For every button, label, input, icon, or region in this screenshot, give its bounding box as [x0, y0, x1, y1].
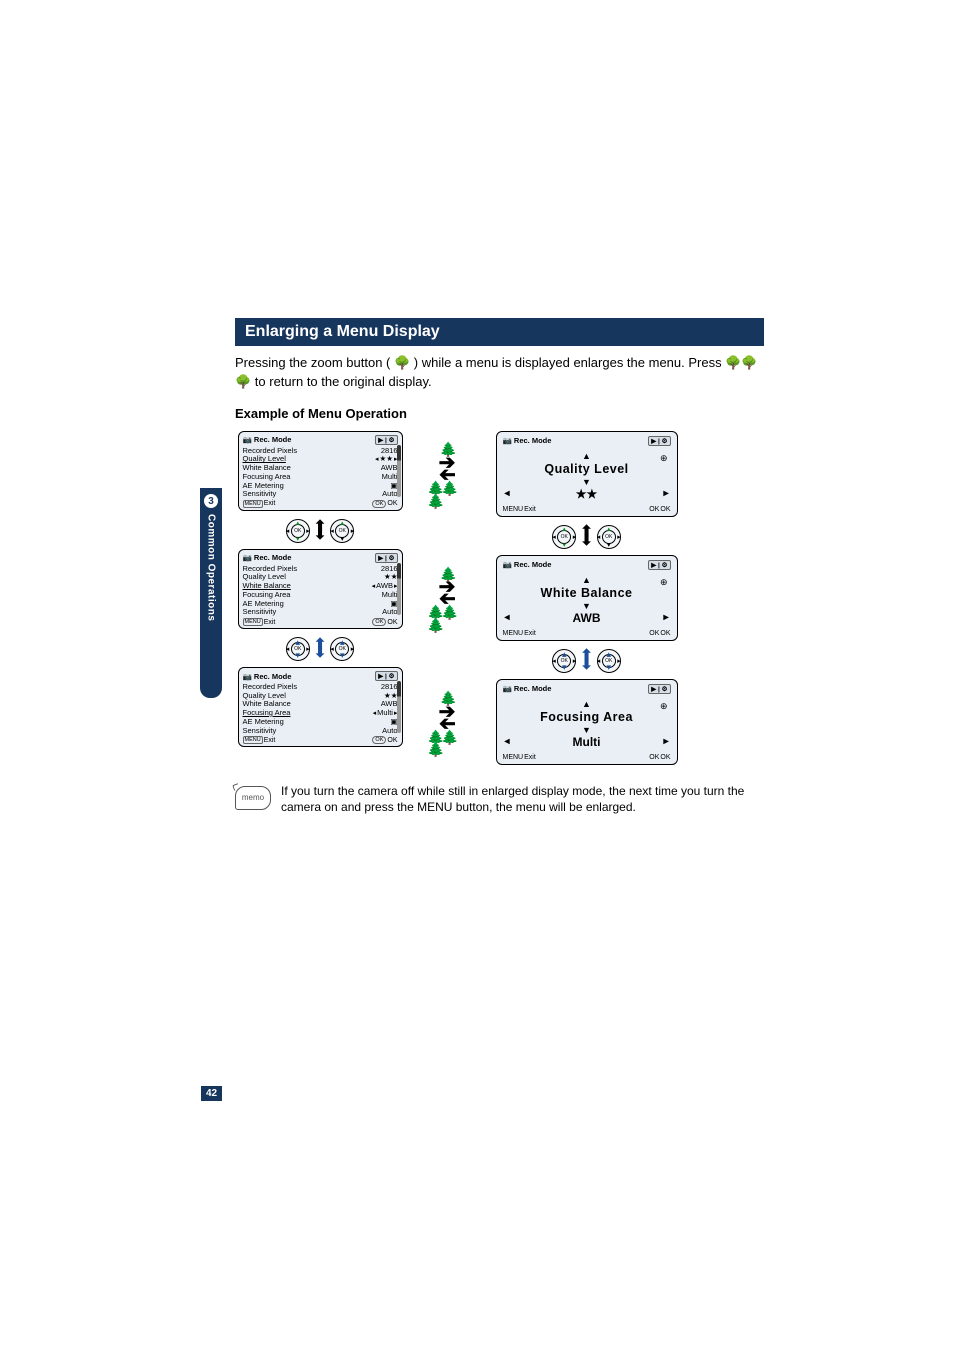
ok-button-icon: OK — [649, 754, 659, 761]
large-menu-value: Multi — [573, 735, 601, 749]
dpad-ok-icon: ▴▾◂▸ — [286, 519, 310, 543]
magnify-icon: ⊕ — [660, 577, 668, 588]
chapter-title: Common Operations — [206, 514, 217, 621]
left-arrow-icon: ➔ — [439, 594, 456, 604]
section-header: Enlarging a Menu Display — [235, 318, 764, 346]
memo-note: memo If you turn the camera off while st… — [235, 783, 764, 817]
dpad-ok-icon: ▴▾◂▸ — [552, 525, 576, 549]
right-arrow-icon: ▸ — [663, 736, 668, 747]
updown-arrow-icon: ⬆⬇ — [580, 528, 593, 545]
menu-panel-small: 📷 Rec. Mode ▶ | ⚙ Recorded Pixels2816 Qu… — [238, 549, 403, 629]
large-menu-value: ★★ — [576, 487, 598, 501]
dpad-nav-pair: ▴▾◂▸ ⬆⬇ ▴▾◂▸ — [552, 525, 621, 549]
camera-icon: 📷 Rec. Mode — [243, 435, 292, 444]
camera-icon: 📷 Rec. Mode — [503, 684, 552, 694]
updown-arrow-icon: ⬆⬇ — [314, 641, 327, 658]
page-number: 42 — [201, 1086, 222, 1101]
menu-button-icon: MENU — [503, 630, 524, 637]
camera-icon: 📷 Rec. Mode — [243, 672, 292, 681]
ok-button-icon: OK — [372, 618, 386, 626]
up-arrow-icon: ▲ — [503, 451, 671, 461]
menu-button-icon: MENU — [243, 618, 263, 626]
intro-text: Pressing the zoom button ( 🌳 ) while a m… — [235, 354, 764, 392]
left-arrow-icon: ◂ — [505, 488, 510, 499]
right-arrow-icon: ▸ — [663, 488, 668, 499]
menu-panel-small: 📷 Rec. Mode ▶ | ⚙ Recorded Pixels2816 Qu… — [238, 667, 403, 747]
dpad-nav-pair: ▴▾◂▸ ⬆⬇ ▴▾◂▸ — [552, 649, 621, 673]
zoom-toggle-block: 🌲 ➔ ➔ 🌲🌲🌲 — [427, 557, 467, 643]
large-menu-title: Quality Level — [503, 462, 671, 476]
left-arrow-icon: ➔ — [439, 470, 456, 480]
scroll-indicator — [397, 681, 401, 733]
camera-icon: 📷 Rec. Mode — [503, 436, 552, 446]
tab-icons: ▶ | ⚙ — [648, 684, 670, 694]
small-menu-column: 📷 Rec. Mode ▶ | ⚙ Recorded Pixels2816 Qu… — [235, 431, 405, 769]
menu-button-icon: MENU — [243, 500, 263, 508]
tab-icons: ▶ | ⚙ — [648, 436, 670, 446]
side-chapter-tab: 3 Common Operations — [200, 488, 222, 698]
down-arrow-icon: ▼ — [503, 601, 671, 611]
menu-panel-large: 📷 Rec. Mode ▶ | ⚙ ⊕ ▲ Quality Level ▼ ◂ … — [496, 431, 678, 517]
tab-icons: ▶ | ⚙ — [375, 553, 397, 563]
menu-button-icon: MENU — [503, 506, 524, 513]
scroll-indicator — [397, 563, 401, 615]
zoom-arrow-column: 🌲 ➔ ➔ 🌲🌲🌲 🌲 ➔ ➔ 🌲🌲🌲 🌲 ➔ ➔ 🌲🌲🌲 — [427, 431, 467, 769]
ok-button-icon: OK — [649, 506, 659, 513]
menu-row: SensitivityAuto — [243, 727, 398, 736]
tab-icons: ▶ | ⚙ — [375, 671, 397, 681]
magnify-icon: ⊕ — [660, 701, 668, 712]
menu-panel-large: 📷 Rec. Mode ▶ | ⚙ ⊕ ▲ White Balance ▼ ◂ … — [496, 555, 678, 641]
updown-arrow-icon: ⬆⬇ — [314, 523, 327, 540]
up-arrow-icon: ▲ — [503, 699, 671, 709]
camera-icon: 📷 Rec. Mode — [243, 553, 292, 562]
large-menu-value: AWB — [573, 611, 601, 625]
right-arrow-icon: ▸ — [663, 612, 668, 623]
updown-arrow-icon: ⬆⬇ — [580, 652, 593, 669]
camera-icon: 📷 Rec. Mode — [503, 560, 552, 570]
ok-button-icon: OK — [372, 736, 386, 744]
up-arrow-icon: ▲ — [503, 575, 671, 585]
scroll-indicator — [397, 445, 401, 497]
memo-icon: memo — [235, 786, 271, 810]
dpad-ok-icon: ▴▾◂▸ — [597, 649, 621, 673]
menu-row: SensitivityAuto — [243, 608, 398, 617]
menu-button-icon: MENU — [243, 736, 263, 744]
dpad-ok-icon: ▴▾◂▸ — [330, 637, 354, 661]
chapter-number: 3 — [204, 494, 218, 508]
magnify-icon: ⊕ — [660, 453, 668, 464]
large-menu-title: Focusing Area — [503, 710, 671, 724]
tab-icons: ▶ | ⚙ — [648, 560, 670, 570]
ok-button-icon: OK — [649, 630, 659, 637]
left-arrow-icon: ◂ — [505, 612, 510, 623]
dpad-nav-pair: ▴▾◂▸ ⬆⬇ ▴▾◂▸ — [286, 637, 355, 661]
dpad-ok-icon: ▴▾◂▸ — [330, 519, 354, 543]
dpad-nav-pair: ▴▾◂▸ ⬆⬇ ▴▾◂▸ — [286, 519, 355, 543]
example-subheading: Example of Menu Operation — [235, 406, 764, 421]
left-arrow-icon: ➔ — [439, 719, 456, 729]
menu-row: SensitivityAuto — [243, 490, 398, 499]
dpad-ok-icon: ▴▾◂▸ — [552, 649, 576, 673]
large-menu-title: White Balance — [503, 586, 671, 600]
dpad-ok-icon: ▴▾◂▸ — [286, 637, 310, 661]
left-arrow-icon: ◂ — [505, 736, 510, 747]
dpad-ok-icon: ▴▾◂▸ — [597, 525, 621, 549]
tab-icons: ▶ | ⚙ — [375, 435, 397, 445]
menu-panel-large: 📷 Rec. Mode ▶ | ⚙ ⊕ ▲ Focusing Area ▼ ◂ … — [496, 679, 678, 765]
menu-flow-diagram: 📷 Rec. Mode ▶ | ⚙ Recorded Pixels2816 Qu… — [235, 431, 764, 769]
menu-panel-small: 📷 Rec. Mode ▶ | ⚙ Recorded Pixels2816 Qu… — [238, 431, 403, 511]
menu-button-icon: MENU — [503, 754, 524, 761]
large-menu-column: 📷 Rec. Mode ▶ | ⚙ ⊕ ▲ Quality Level ▼ ◂ … — [489, 431, 684, 769]
ok-button-icon: OK — [372, 500, 386, 508]
down-arrow-icon: ▼ — [503, 477, 671, 487]
zoom-toggle-block: 🌲 ➔ ➔ 🌲🌲🌲 — [427, 681, 467, 767]
zoom-toggle-block: 🌲 ➔ ➔ 🌲🌲🌲 — [427, 432, 467, 518]
down-arrow-icon: ▼ — [503, 725, 671, 735]
memo-text: If you turn the camera off while still i… — [281, 783, 764, 817]
